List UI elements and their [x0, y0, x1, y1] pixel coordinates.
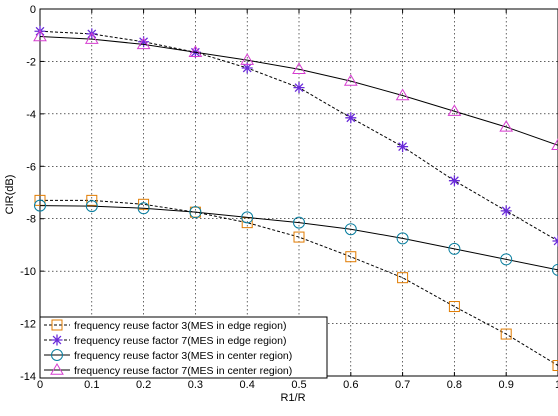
triangle-marker [33, 29, 47, 42]
x-tick-label: 0.5 [291, 379, 306, 391]
legend-label: frequency reuse factor 7(MES in center r… [74, 365, 292, 377]
y-tick-label: -10 [20, 266, 36, 278]
circle-marker [241, 211, 254, 224]
x-tick-label: 0.7 [395, 379, 410, 391]
legend-label: frequency reuse factor 7(MES in edge reg… [74, 335, 286, 347]
y-tick-label: -14 [20, 371, 36, 383]
legend-item: frequency reuse factor 7(MES in center r… [44, 363, 292, 377]
triangle-marker [50, 363, 64, 375]
legend-item: frequency reuse factor 7(MES in edge reg… [44, 334, 286, 347]
triangle-marker [499, 119, 514, 132]
legend-label: frequency reuse factor 3(MES in edge reg… [74, 320, 286, 332]
circle-marker [344, 223, 357, 236]
circle-marker [396, 232, 409, 245]
circle-marker [85, 200, 98, 213]
star-marker [552, 235, 558, 247]
triangle-marker [188, 45, 203, 57]
legend-item: frequency reuse factor 3(MES in center r… [44, 349, 292, 362]
legend-label: frequency reuse factor 3(MES in center r… [74, 350, 292, 362]
square-marker [345, 251, 357, 263]
triangle-marker [136, 37, 151, 50]
y-tick-label: -2 [26, 56, 36, 68]
y-tick-label: 0 [30, 4, 36, 16]
triangle-marker [84, 32, 99, 44]
triangle-marker [447, 104, 462, 116]
axis-ticks: 0 0.1 0.2 0.3 0.4 0.5 0.6 0.7 0.8 0.9 1 0 -2 -4 -6 -8 -1… [20, 4, 558, 391]
triangle-marker [343, 74, 358, 86]
circle-marker [137, 202, 150, 215]
x-axis-label: R1/R [280, 392, 305, 404]
triangle-marker [551, 138, 558, 151]
square-marker [397, 272, 409, 284]
star-marker [397, 141, 409, 153]
x-tick-label: 0.4 [240, 379, 255, 391]
square-marker [51, 319, 63, 331]
legend: frequency reuse factor 3(MES in edge reg… [39, 316, 328, 379]
x-tick-label: 0.3 [188, 379, 203, 391]
legend-box [39, 316, 328, 379]
star-marker [500, 205, 512, 217]
y-tick-label: -4 [26, 109, 36, 121]
x-tick-label: 0.9 [499, 379, 514, 391]
series-group [33, 25, 558, 372]
square-marker [34, 194, 46, 206]
x-tick-label: 0.6 [343, 379, 358, 391]
star-marker [241, 62, 253, 74]
y-tick-label: -12 [20, 319, 36, 331]
circle-marker [552, 263, 558, 276]
circle-marker [189, 206, 202, 219]
star-marker [138, 36, 150, 48]
square-marker [86, 194, 98, 206]
circle-marker [293, 216, 305, 229]
star-marker [51, 334, 63, 346]
legend-item: frequency reuse factor 3(MES in edge reg… [44, 319, 286, 332]
y-tick-label: -6 [26, 161, 36, 173]
circle-marker [500, 253, 513, 266]
star-marker [293, 82, 305, 94]
square-marker [138, 198, 150, 210]
series-line [40, 199, 558, 366]
triangle-marker [292, 62, 306, 74]
y-tick-label: -8 [26, 214, 36, 226]
series-4 [33, 29, 558, 151]
y-axis-label: CIR(dB) [4, 175, 16, 215]
x-tick-label: 0.1 [84, 379, 99, 391]
x-tick-label: 0 [37, 379, 43, 391]
square-marker [293, 231, 305, 243]
circle-marker [51, 349, 63, 361]
triangle-marker [240, 53, 255, 65]
circle-marker [34, 199, 46, 212]
circle-marker [448, 242, 461, 255]
star-marker [448, 175, 460, 187]
x-tick-label: 1 [555, 379, 558, 391]
star-marker [345, 112, 357, 124]
x-tick-label: 0.8 [447, 379, 462, 391]
square-marker [500, 328, 512, 340]
series-line [39, 36, 558, 146]
series-2 [34, 25, 558, 247]
triangle-marker [395, 88, 410, 101]
series-3 [34, 199, 558, 276]
x-tick-label: 0.2 [136, 379, 151, 391]
square-marker [448, 301, 460, 313]
square-marker [552, 360, 558, 372]
series-line [39, 205, 558, 271]
